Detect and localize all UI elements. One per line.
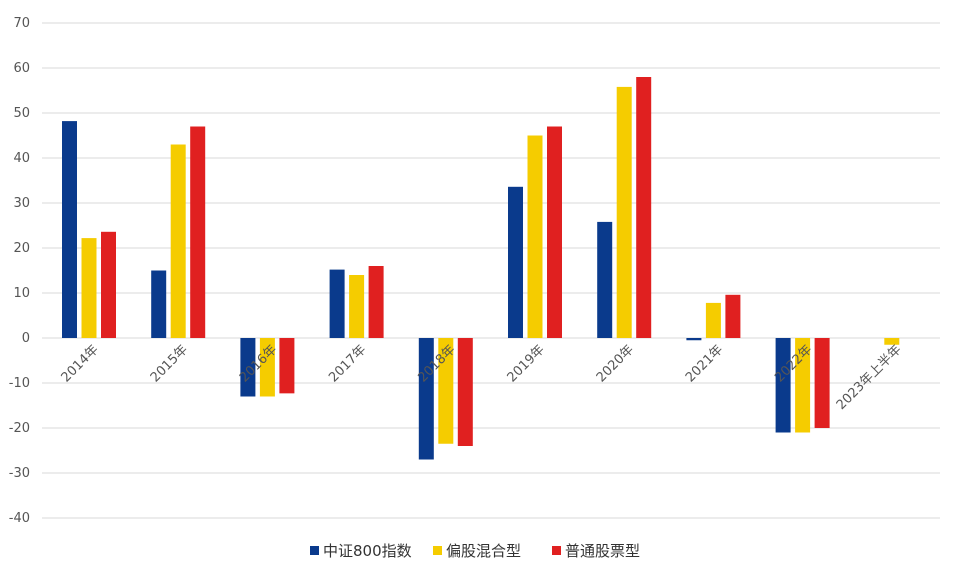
legend-item[interactable]: 偏股混合型 bbox=[433, 542, 521, 560]
legend-swatch bbox=[310, 546, 319, 555]
bar bbox=[775, 338, 791, 433]
bar bbox=[686, 338, 702, 341]
bar bbox=[349, 275, 365, 338]
bar bbox=[329, 269, 345, 338]
bar bbox=[101, 231, 116, 338]
bar bbox=[190, 126, 206, 338]
x-tick-label: 2017年 bbox=[326, 342, 369, 385]
bar bbox=[240, 338, 256, 397]
bar bbox=[259, 338, 275, 397]
y-tick-label: 40 bbox=[13, 151, 30, 166]
y-tick-label: 50 bbox=[13, 106, 30, 121]
y-tick-label: 60 bbox=[13, 61, 30, 76]
bar bbox=[705, 302, 721, 338]
bar bbox=[368, 266, 384, 338]
bar bbox=[884, 338, 900, 345]
x-tick-label: 2020年 bbox=[594, 342, 637, 385]
legend[interactable]: 中证800指数 偏股混合型 普通股票型 bbox=[310, 542, 640, 560]
legend-item[interactable]: 中证800指数 bbox=[310, 542, 412, 560]
bar bbox=[547, 126, 562, 338]
bar bbox=[151, 270, 167, 338]
bars bbox=[62, 77, 900, 460]
x-tick-label: 2019年 bbox=[505, 342, 548, 385]
bar bbox=[279, 338, 295, 394]
x-tick-label: 2015年 bbox=[148, 342, 191, 385]
legend-item[interactable]: 普通股票型 bbox=[552, 542, 640, 560]
bar bbox=[62, 121, 77, 338]
x-tick-label: 2021年 bbox=[683, 342, 726, 385]
y-tick-label: -20 bbox=[9, 421, 30, 436]
x-tick-label: 2023年上半年 bbox=[834, 342, 905, 413]
y-tick-label: -40 bbox=[9, 511, 30, 526]
legend-swatch bbox=[433, 546, 442, 555]
bar bbox=[438, 338, 454, 444]
bar bbox=[457, 338, 473, 446]
legend-swatch bbox=[552, 546, 561, 555]
y-tick-label: 70 bbox=[13, 16, 30, 31]
legend-label: 普通股票型 bbox=[565, 542, 640, 560]
y-axis-tick-labels: -40 -30 -20 -10 0 10 20 30 40 50 60 70 bbox=[9, 16, 30, 526]
legend-label: 偏股混合型 bbox=[446, 542, 521, 560]
bar bbox=[795, 338, 811, 433]
bar bbox=[725, 294, 741, 338]
bar bbox=[814, 338, 830, 428]
y-tick-label: 10 bbox=[13, 286, 30, 301]
y-tick-label: -30 bbox=[9, 466, 30, 481]
y-tick-label: 20 bbox=[13, 241, 30, 256]
bar bbox=[508, 186, 523, 338]
bar bbox=[170, 144, 186, 338]
bar bbox=[527, 135, 543, 338]
legend-label: 中证800指数 bbox=[323, 542, 412, 560]
bar bbox=[81, 238, 97, 338]
bar bbox=[636, 77, 652, 338]
bar bbox=[597, 221, 613, 338]
x-tick-label: 2014年 bbox=[59, 342, 102, 385]
bar bbox=[418, 338, 434, 460]
bar bbox=[616, 86, 632, 339]
y-tick-label: -10 bbox=[9, 376, 30, 391]
y-tick-label: 0 bbox=[22, 331, 30, 346]
y-tick-label: 30 bbox=[13, 196, 30, 211]
